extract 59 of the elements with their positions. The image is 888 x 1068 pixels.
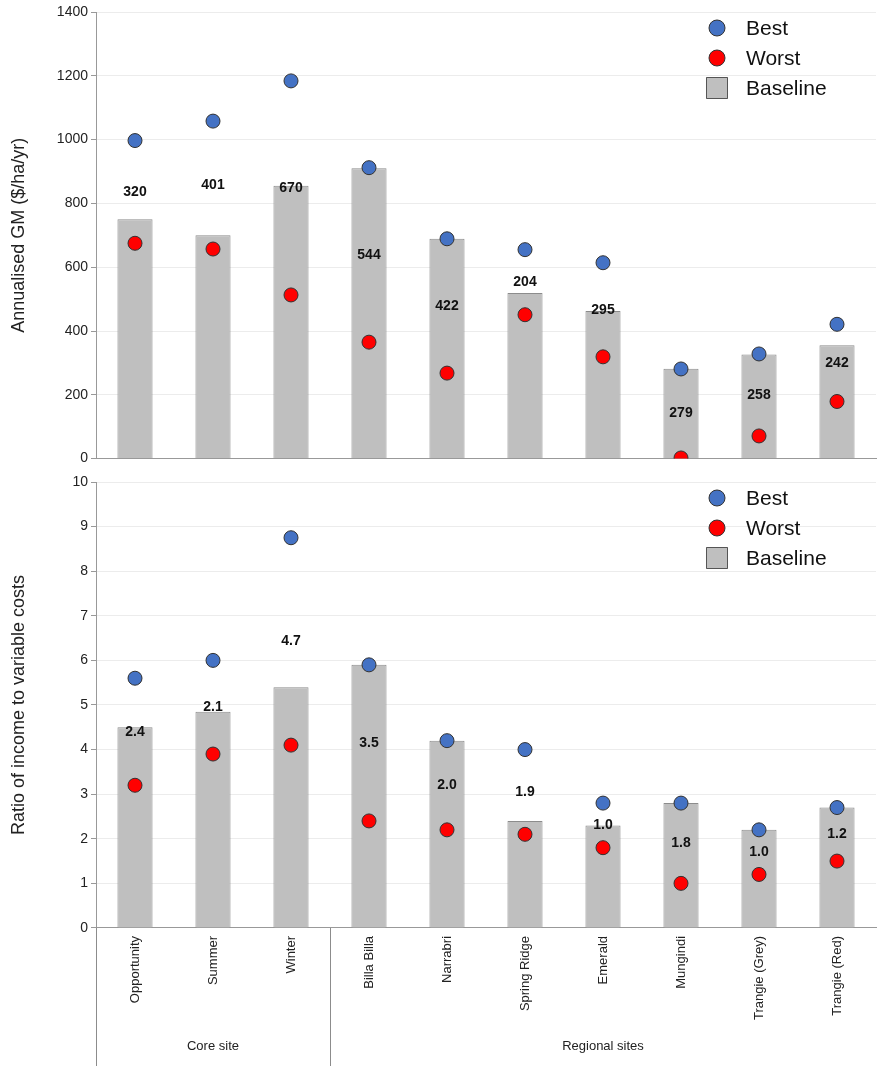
text: Regional sites: [562, 1037, 645, 1053]
annotation: 1.2: [827, 825, 847, 842]
y-tick-label: 0: [80, 918, 89, 935]
y-tick-label: 600: [64, 258, 89, 275]
annotation: 1.0: [749, 843, 769, 860]
annotation: 204: [513, 273, 537, 290]
y-tick-label: 3: [80, 785, 89, 802]
annotation: 320: [123, 182, 147, 199]
x-tick-label: Mungindi: [672, 935, 688, 989]
x-tick-label: Spring Ridge: [516, 935, 532, 1012]
y-tick-label: 800: [64, 194, 89, 211]
annotation: 1.0: [593, 816, 613, 833]
y-tick-label: 1000: [56, 130, 89, 147]
annotation: 258: [747, 385, 771, 402]
x-tick-label: Winter: [282, 935, 298, 974]
annotation: 242: [825, 353, 849, 370]
y-tick-label: 400: [64, 321, 89, 338]
y-tick-label: 200: [64, 385, 89, 402]
legend-label: Worst: [746, 515, 801, 539]
y-tick-label: 6: [80, 651, 89, 668]
x-tick-label: Trangie (Grey): [750, 935, 766, 1021]
legend-label: Best: [746, 485, 789, 509]
x-tick-label: Summer: [204, 935, 220, 986]
annotation: 422: [435, 296, 459, 313]
y-tick-label: 1: [80, 874, 89, 891]
legend-label: Baseline: [746, 75, 827, 99]
annotation: 544: [357, 245, 381, 262]
y-tick-label: 7: [80, 606, 89, 623]
x-tick-label: Trangie (Red): [828, 935, 844, 1016]
y-axis-title: Ratio of income to variable costs: [7, 574, 28, 836]
y-tick-label: 2: [80, 829, 89, 846]
y-tick-label: 0: [80, 449, 89, 466]
x-tick-label: Opportunity: [126, 935, 142, 1004]
y-tick-label: 10: [72, 472, 89, 489]
annotation: 279: [669, 404, 693, 421]
x-tick-label: Billa Billa: [360, 935, 376, 989]
y-tick-label: 1200: [56, 66, 89, 83]
y-tick-label: 1400: [56, 2, 89, 19]
annotation: 3.5: [359, 733, 379, 750]
annotation: 1.8: [671, 834, 691, 851]
annotation: 2.4: [125, 722, 145, 739]
text: Core site: [186, 1037, 240, 1053]
annotation: 670: [279, 178, 303, 195]
annotation: 2.0: [437, 776, 457, 793]
annotation: 2.1: [203, 698, 223, 715]
annotation: 295: [591, 300, 615, 317]
legend-label: Baseline: [746, 545, 827, 569]
annotation: 401: [201, 175, 225, 192]
y-tick-label: 5: [80, 695, 89, 712]
annotation: 4.7: [281, 632, 301, 649]
y-tick-label: 4: [80, 740, 89, 757]
x-tick-label: Narrabri: [438, 935, 454, 983]
y-tick-label: 8: [80, 562, 89, 579]
annotation: 1.9: [515, 782, 535, 799]
y-tick-label: 9: [80, 517, 89, 534]
y-axis-title: Annualised GM ($/ha/yr): [7, 137, 28, 333]
x-tick-label: Emerald: [594, 935, 610, 985]
legend-label: Best: [746, 15, 789, 39]
legend-label: Worst: [746, 45, 801, 69]
